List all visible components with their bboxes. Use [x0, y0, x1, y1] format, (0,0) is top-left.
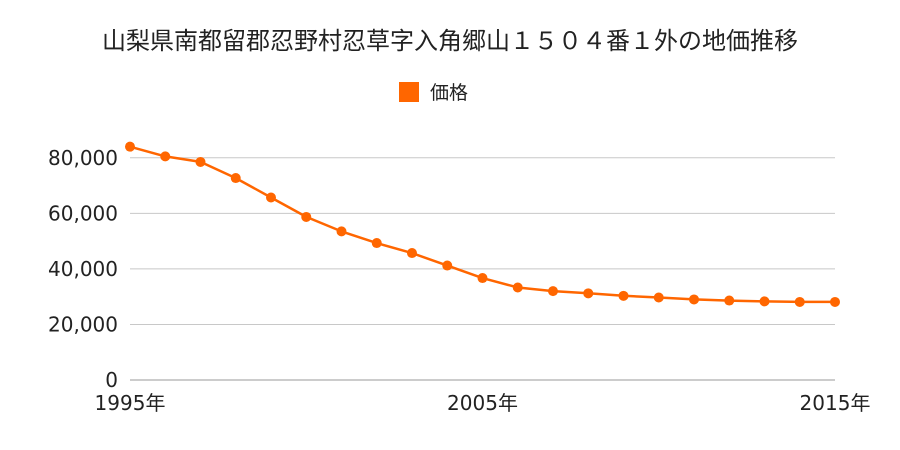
- data-point: [125, 141, 135, 152]
- axes: 0 20,000 40,000 60,000 80,000 1995年 2005年 2015年: [48, 146, 870, 415]
- data-point: [407, 248, 417, 259]
- gridlines: [130, 157, 835, 381]
- x-tick-label: 2015年: [800, 391, 871, 415]
- chart-title: 山梨県南都留郡忍野村忍草字入角郷山１５０４番１外の地価推移: [102, 27, 798, 55]
- data-point: [689, 294, 699, 305]
- data-point: [794, 296, 805, 307]
- data-point: [618, 290, 629, 301]
- y-tick-label: 80,000: [48, 146, 118, 170]
- legend-label: 価格: [430, 82, 468, 104]
- data-point: [477, 273, 488, 284]
- data-point: [724, 295, 735, 306]
- data-point: [548, 286, 558, 297]
- y-tick-label: 0: [105, 368, 118, 392]
- legend: 価格: [399, 82, 468, 104]
- data-point: [230, 173, 241, 184]
- legend-swatch: [399, 82, 419, 102]
- data-point: [512, 282, 523, 293]
- x-tick-label: 2005年: [447, 391, 518, 415]
- data-point: [653, 292, 664, 303]
- data-point: [759, 296, 770, 307]
- x-tick-label: 1995年: [95, 391, 166, 415]
- data-point: [442, 260, 453, 271]
- y-tick-label: 40,000: [48, 257, 118, 281]
- data-point: [336, 226, 347, 237]
- data-point: [583, 288, 594, 299]
- data-point: [195, 156, 206, 167]
- data-point: [266, 192, 276, 203]
- series-price: [125, 141, 840, 307]
- y-tick-label: 20,000: [48, 312, 118, 336]
- data-point: [371, 238, 382, 249]
- y-tick-label: 60,000: [48, 201, 118, 225]
- data-point: [830, 296, 840, 307]
- data-point: [160, 151, 171, 162]
- data-point: [301, 211, 312, 222]
